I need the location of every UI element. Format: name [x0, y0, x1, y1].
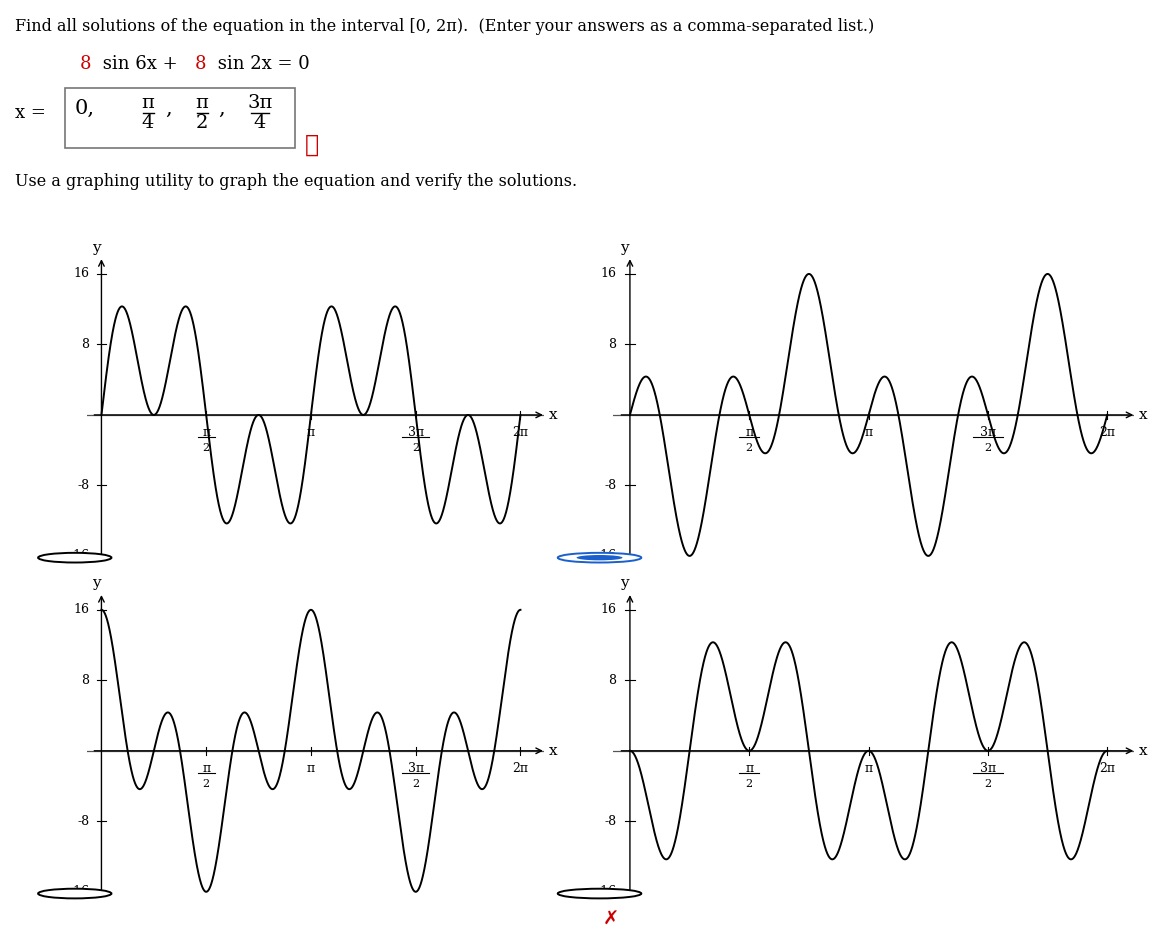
- Circle shape: [38, 889, 111, 898]
- Text: 2: 2: [202, 443, 209, 453]
- Text: ✗: ✗: [305, 133, 319, 157]
- Text: y: y: [619, 241, 628, 255]
- Text: π: π: [202, 762, 211, 775]
- Text: 2π: 2π: [1099, 426, 1115, 439]
- Text: -16: -16: [596, 885, 617, 898]
- Text: 16: 16: [73, 268, 89, 281]
- Text: ✗: ✗: [603, 910, 619, 928]
- Circle shape: [576, 555, 622, 561]
- Text: x =: x =: [15, 104, 46, 122]
- Text: 2π: 2π: [1099, 762, 1115, 775]
- Text: 8: 8: [81, 674, 89, 687]
- Text: 3π: 3π: [407, 762, 423, 775]
- Text: Use a graphing utility to graph the equation and verify the solutions.: Use a graphing utility to graph the equa…: [15, 173, 577, 190]
- Text: 3π: 3π: [407, 426, 423, 439]
- Text: -16: -16: [69, 885, 89, 898]
- Text: -8: -8: [604, 815, 617, 828]
- Text: 2: 2: [412, 443, 419, 453]
- Circle shape: [558, 889, 641, 898]
- Text: -8: -8: [78, 815, 89, 828]
- Circle shape: [558, 553, 641, 563]
- Text: 3π: 3π: [248, 94, 273, 112]
- Text: y: y: [91, 577, 101, 591]
- Text: -8: -8: [604, 479, 617, 492]
- Text: x: x: [548, 744, 557, 758]
- Text: 2π: 2π: [513, 426, 529, 439]
- Text: π: π: [745, 762, 753, 775]
- Text: π: π: [307, 426, 315, 439]
- Text: 2π: 2π: [513, 762, 529, 775]
- Text: π: π: [202, 426, 211, 439]
- Text: 16: 16: [600, 604, 617, 617]
- Text: π: π: [141, 94, 154, 112]
- Text: 0,: 0,: [75, 99, 95, 118]
- Text: x: x: [548, 408, 557, 422]
- Text: 2: 2: [202, 779, 209, 789]
- Text: 4: 4: [253, 114, 266, 132]
- Text: 8: 8: [80, 55, 91, 73]
- Text: 3π: 3π: [980, 762, 996, 775]
- Text: x: x: [1140, 744, 1148, 758]
- Text: 2: 2: [985, 443, 992, 453]
- Text: sin 6x +: sin 6x +: [97, 55, 183, 73]
- Text: π: π: [864, 762, 872, 775]
- Text: 16: 16: [600, 268, 617, 281]
- Text: 2: 2: [746, 443, 753, 453]
- Text: 8: 8: [609, 338, 617, 351]
- Text: 3π: 3π: [980, 426, 996, 439]
- Text: 4: 4: [142, 114, 154, 132]
- Text: -16: -16: [596, 550, 617, 563]
- Text: 16: 16: [73, 604, 89, 617]
- Text: π: π: [196, 94, 208, 112]
- Text: 2: 2: [412, 779, 419, 789]
- Text: 8: 8: [81, 338, 89, 351]
- Text: 8: 8: [196, 55, 206, 73]
- Bar: [65, 88, 295, 148]
- Text: π: π: [745, 426, 753, 439]
- Text: x: x: [1140, 408, 1148, 422]
- Text: 2: 2: [746, 779, 753, 789]
- Text: y: y: [91, 241, 101, 255]
- Text: 2: 2: [985, 779, 992, 789]
- Text: π: π: [307, 762, 315, 775]
- Circle shape: [38, 553, 111, 563]
- Text: ,: ,: [165, 99, 171, 118]
- Text: 2: 2: [196, 114, 208, 132]
- Text: -8: -8: [78, 479, 89, 492]
- Text: sin 2x = 0: sin 2x = 0: [212, 55, 310, 73]
- Text: -16: -16: [69, 550, 89, 563]
- Text: 8: 8: [609, 674, 617, 687]
- Text: π: π: [864, 426, 872, 439]
- Text: Find all solutions of the equation in the interval [0, 2π).  (Enter your answers: Find all solutions of the equation in th…: [15, 18, 875, 35]
- Text: y: y: [619, 577, 628, 591]
- Text: ,: ,: [218, 99, 224, 118]
